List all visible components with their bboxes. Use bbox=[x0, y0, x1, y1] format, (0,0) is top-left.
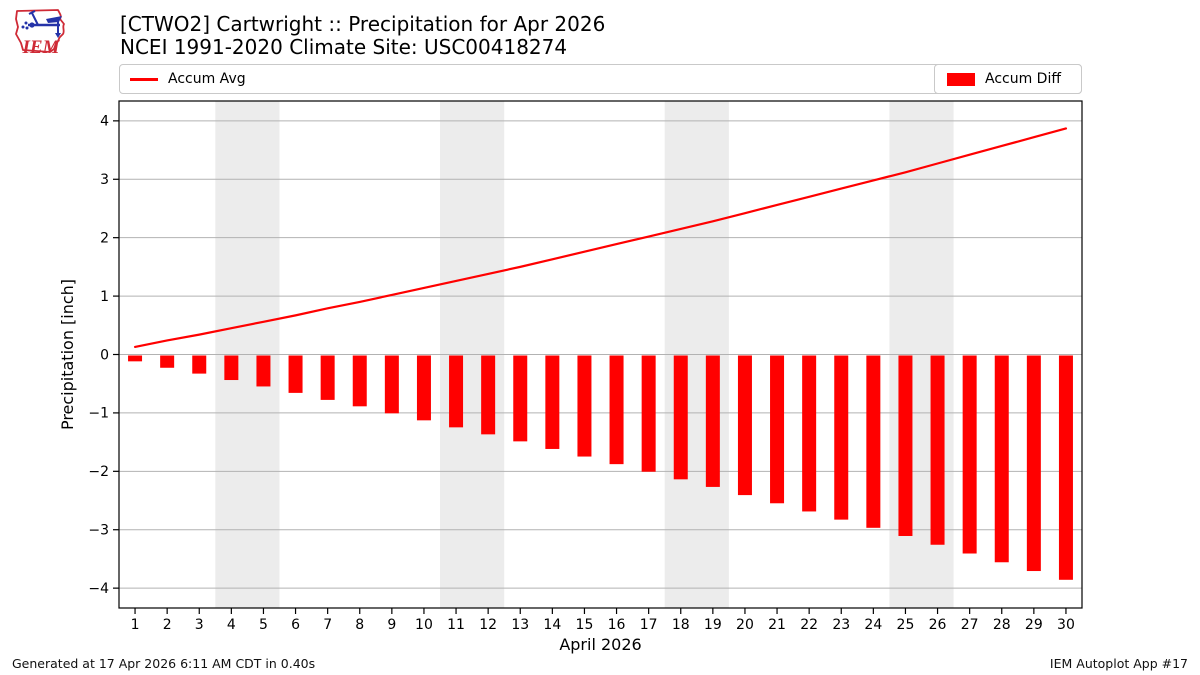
chart-subtitle: NCEI 1991-2020 Climate Site: USC00418274 bbox=[120, 35, 568, 59]
accum-diff-bar bbox=[352, 355, 367, 407]
accum-diff-bar bbox=[930, 355, 945, 545]
accum-diff-bar bbox=[705, 355, 720, 487]
accum-diff-bar bbox=[802, 355, 817, 512]
x-tick-label: 9 bbox=[387, 617, 396, 633]
accum-diff-bar bbox=[384, 355, 399, 414]
accum-diff-bar bbox=[192, 355, 207, 374]
x-tick-label: 5 bbox=[259, 617, 268, 633]
accum-diff-bar bbox=[160, 355, 175, 368]
accum-avg-line-swatch bbox=[130, 77, 158, 81]
x-tick-label: 22 bbox=[800, 617, 818, 633]
x-tick-label: 18 bbox=[672, 617, 690, 633]
accum-diff-bar bbox=[320, 355, 335, 400]
weathervane-icon bbox=[21, 10, 62, 38]
accum-diff-bar bbox=[994, 355, 1009, 563]
x-tick-label: 20 bbox=[736, 617, 754, 633]
accum-diff-bar bbox=[609, 355, 624, 465]
accum-diff-bar bbox=[834, 355, 849, 520]
y-tick-label: −4 bbox=[88, 581, 109, 597]
y-axis-label: Precipitation [inch] bbox=[58, 279, 77, 430]
x-tick-label: 13 bbox=[511, 617, 529, 633]
x-tick-label: 12 bbox=[479, 617, 497, 633]
accum-diff-bar bbox=[481, 355, 496, 435]
x-tick-label: 3 bbox=[195, 617, 204, 633]
logo-text: IEM bbox=[22, 37, 61, 58]
x-tick-label: 14 bbox=[543, 617, 561, 633]
x-tick-label: 30 bbox=[1057, 617, 1075, 633]
x-tick-label: 15 bbox=[576, 617, 594, 633]
legend: Accum Avg Accum Diff bbox=[119, 64, 1082, 94]
x-axis-label: April 2026 bbox=[559, 635, 641, 654]
title-block: [CTWO2] Cartwright :: Precipitation for … bbox=[120, 13, 605, 59]
accum-diff-bar bbox=[449, 355, 464, 428]
accum-diff-bar bbox=[416, 355, 431, 421]
footer-generated-text: Generated at 17 Apr 2026 6:11 AM CDT in … bbox=[12, 656, 316, 671]
accum-diff-bar bbox=[641, 355, 656, 472]
x-tick-label: 10 bbox=[415, 617, 433, 633]
x-tick-label: 26 bbox=[929, 617, 947, 633]
accum-diff-bar bbox=[866, 355, 881, 528]
x-tick-label: 17 bbox=[640, 617, 658, 633]
legend-item-accum-avg: Accum Avg bbox=[120, 71, 246, 87]
accum-diff-bar bbox=[1058, 355, 1073, 580]
y-tick-label: −1 bbox=[88, 406, 109, 422]
x-tick-label: 2 bbox=[163, 617, 172, 633]
y-tick-label: −2 bbox=[88, 464, 109, 480]
accum-diff-bar bbox=[673, 355, 688, 480]
accum-diff-bar bbox=[770, 355, 785, 504]
chart-title: [CTWO2] Cartwright :: Precipitation for … bbox=[120, 12, 606, 36]
x-tick-label: 8 bbox=[355, 617, 364, 633]
y-tick-label: 2 bbox=[100, 230, 109, 246]
y-tick-label: −3 bbox=[88, 522, 109, 538]
y-tick-label: 0 bbox=[100, 347, 109, 363]
legend-label-accum-avg: Accum Avg bbox=[168, 71, 246, 87]
x-tick-label: 21 bbox=[768, 617, 786, 633]
x-tick-label: 24 bbox=[864, 617, 882, 633]
accum-avg-line bbox=[133, 127, 1068, 349]
x-tick-label: 19 bbox=[704, 617, 722, 633]
x-tick-label: 29 bbox=[1025, 617, 1043, 633]
footer-app-text: IEM Autoplot App #17 bbox=[1049, 656, 1188, 671]
iem-logo: IEM bbox=[15, 9, 65, 58]
accum-diff-bar bbox=[962, 355, 977, 554]
accum-diff-bar bbox=[737, 355, 752, 496]
accum-diff-bar bbox=[1026, 355, 1041, 572]
x-tick-label: 7 bbox=[323, 617, 332, 633]
legend-label-accum-diff: Accum Diff bbox=[985, 71, 1062, 87]
accum-diff-bar-swatch bbox=[947, 72, 975, 86]
legend-item-accum-diff: Accum Diff bbox=[934, 64, 1082, 94]
accum-diff-bar bbox=[577, 355, 592, 457]
x-tick-label: 28 bbox=[993, 617, 1011, 633]
accum-diff-bar bbox=[128, 355, 143, 362]
x-tick-label: 11 bbox=[447, 617, 465, 633]
accum-diff-bar bbox=[545, 355, 560, 449]
x-tick-label: 16 bbox=[608, 617, 626, 633]
accum-diff-bar bbox=[513, 355, 528, 442]
x-tick-label: 1 bbox=[131, 617, 140, 633]
x-tick-label: 25 bbox=[897, 617, 915, 633]
y-tick-label: 4 bbox=[100, 114, 109, 130]
x-tick-label: 6 bbox=[291, 617, 300, 633]
accum-diff-bar bbox=[898, 355, 913, 536]
accum-diff-bar bbox=[288, 355, 303, 393]
x-tick-label: 4 bbox=[227, 617, 236, 633]
accum-diff-bar bbox=[224, 355, 239, 381]
x-tick-label: 27 bbox=[961, 617, 979, 633]
accum-diff-bar bbox=[256, 355, 271, 387]
y-tick-label: 3 bbox=[100, 172, 109, 188]
y-tick-label: 1 bbox=[100, 289, 109, 305]
x-tick-label: 23 bbox=[832, 617, 850, 633]
